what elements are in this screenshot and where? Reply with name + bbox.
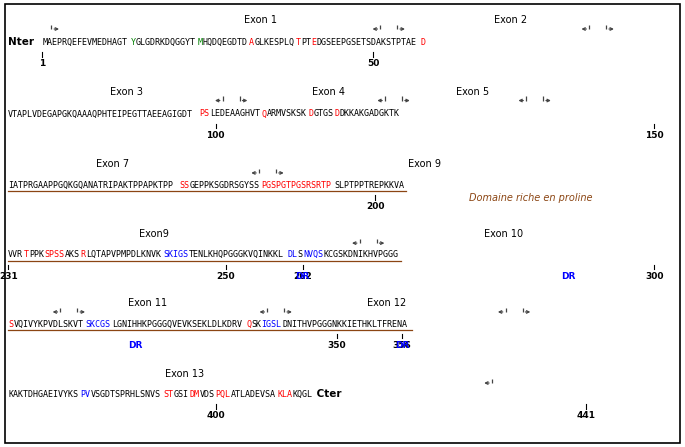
Text: Exon 1: Exon 1 [244, 15, 277, 25]
Text: E: E [312, 38, 316, 47]
Text: 231: 231 [0, 272, 18, 281]
Text: PS: PS [199, 110, 210, 118]
Text: PPK: PPK [29, 250, 44, 259]
Text: D: D [308, 110, 313, 118]
Text: 50: 50 [367, 59, 379, 68]
Text: DR: DR [562, 272, 575, 281]
Text: PV: PV [81, 390, 90, 399]
Text: 356: 356 [393, 341, 412, 350]
Text: ATLADEVSA: ATLADEVSA [231, 390, 275, 399]
Text: LEDEAAGHVT: LEDEAAGHVT [210, 110, 260, 118]
Text: DR: DR [395, 341, 409, 350]
Text: DM: DM [189, 390, 199, 399]
Text: 1: 1 [39, 59, 46, 68]
Text: NVQS: NVQS [303, 250, 323, 259]
Text: 150: 150 [645, 131, 664, 140]
Text: Exon 9: Exon 9 [408, 159, 441, 169]
Text: VVR: VVR [8, 250, 23, 259]
Text: 262: 262 [293, 272, 312, 281]
Text: D: D [334, 110, 339, 118]
Text: Cter: Cter [313, 389, 342, 399]
Text: MAEPRQEFEVMEDHAGT: MAEPRQEFEVMEDHAGT [42, 38, 127, 47]
Text: 200: 200 [366, 202, 385, 211]
Text: 300: 300 [645, 272, 664, 281]
Text: GLGDRKDQGGYT: GLGDRKDQGGYT [136, 38, 195, 47]
Text: VDS: VDS [199, 390, 214, 399]
Text: R: R [81, 250, 86, 259]
Text: T: T [296, 38, 301, 47]
Text: 441: 441 [576, 411, 595, 420]
Text: Exon9: Exon9 [139, 229, 169, 239]
Text: M: M [197, 38, 203, 47]
Text: A: A [249, 38, 254, 47]
Text: AKS: AKS [65, 250, 80, 259]
Text: SLPTPPTREPKKVA: SLPTPPTREPKKVA [334, 181, 404, 190]
Text: S: S [298, 250, 303, 259]
Text: D: D [420, 38, 425, 47]
Text: 250: 250 [216, 272, 236, 281]
Text: Exon 12: Exon 12 [367, 298, 407, 308]
Text: 100: 100 [206, 131, 225, 140]
Text: DNITHVPGGGNKKIETHKLTFRENA: DNITHVPGGGNKKIETHKLTFRENA [282, 320, 408, 329]
Text: T: T [24, 250, 29, 259]
Text: IATPRGAAPPGQKGQANATRIPAKTPPAPKTPP: IATPRGAAPPGQKGQANATRIPAKTPPAPKTPP [8, 181, 173, 190]
Text: IGSL: IGSL [262, 320, 282, 329]
Text: VSGDTSPRHLSNVS: VSGDTSPRHLSNVS [91, 390, 161, 399]
Text: Exon 11: Exon 11 [127, 298, 167, 308]
Text: Exon 2: Exon 2 [494, 15, 527, 25]
Text: 400: 400 [206, 411, 225, 420]
Text: TENLKHQPGGGKVQINKKL: TENLKHQPGGGKVQINKKL [189, 250, 284, 259]
Text: Q: Q [246, 320, 251, 329]
Text: LQTAPVPMPDLKNVK: LQTAPVPMPDLKNVK [86, 250, 161, 259]
FancyBboxPatch shape [5, 4, 680, 443]
Text: Nter: Nter [8, 38, 34, 47]
Text: Exon 3: Exon 3 [110, 87, 143, 97]
Text: GTGS: GTGS [313, 110, 334, 118]
Text: GEPPKSGDRSGYSS: GEPPKSGDRSGYSS [189, 181, 259, 190]
Text: Y: Y [130, 38, 136, 47]
Text: SPSS: SPSS [45, 250, 64, 259]
Text: SKIGS: SKIGS [163, 250, 188, 259]
Text: S: S [8, 320, 13, 329]
Text: SS: SS [179, 181, 189, 190]
Text: 350: 350 [327, 341, 347, 350]
Text: PGSPGTPGSRSRTP: PGSPGTPGSRSRTP [262, 181, 332, 190]
Text: DR: DR [296, 272, 310, 281]
Text: KLA: KLA [277, 390, 292, 399]
Text: Exon 5: Exon 5 [456, 87, 489, 97]
Text: PQL: PQL [215, 390, 230, 399]
Text: DL: DL [288, 250, 297, 259]
Text: Exon 4: Exon 4 [312, 87, 345, 97]
Text: SKCGS: SKCGS [86, 320, 111, 329]
Text: DKKAKGADGKTK: DKKAKGADGKTK [339, 110, 399, 118]
Text: SK: SK [251, 320, 261, 329]
Text: ARMVSKSK: ARMVSKSK [266, 110, 307, 118]
Text: Domaine riche en proline: Domaine riche en proline [469, 193, 593, 202]
Text: DR: DR [129, 341, 142, 350]
Text: KAKTDHGAEIVYKS: KAKTDHGAEIVYKS [8, 390, 78, 399]
Text: VQIVYKPVDLSKVT: VQIVYKPVDLSKVT [14, 320, 84, 329]
Text: KQGL: KQGL [292, 390, 312, 399]
Text: ST: ST [163, 390, 173, 399]
Text: VTAPLVDEGAPGKQAAAQPHTEIPEGTTAEEAGIGDT: VTAPLVDEGAPGKQAAAQPHTEIPEGTTAEEAGIGDT [8, 110, 193, 118]
Text: LGNIHHKPGGGQVEVKSEKLDLKDRV: LGNIHHKPGGGQVEVKSEKLDLKDRV [112, 320, 242, 329]
Text: Exon 7: Exon 7 [97, 159, 129, 169]
Text: Exon 10: Exon 10 [484, 229, 523, 239]
Text: Q: Q [262, 110, 266, 118]
Text: GLKESPLQ: GLKESPLQ [255, 38, 295, 47]
Text: PT: PT [301, 38, 311, 47]
Text: Exon 13: Exon 13 [165, 369, 205, 379]
Text: DGSEEPGSETSDAKSTPTAE: DGSEEPGSETSDAKSTPTAE [316, 38, 416, 47]
Text: HQDQEGDTD: HQDQEGDTD [203, 38, 248, 47]
Text: GSI: GSI [174, 390, 188, 399]
Text: KCGSKDNIKHVPGGG: KCGSKDNIKHVPGGG [324, 250, 399, 259]
